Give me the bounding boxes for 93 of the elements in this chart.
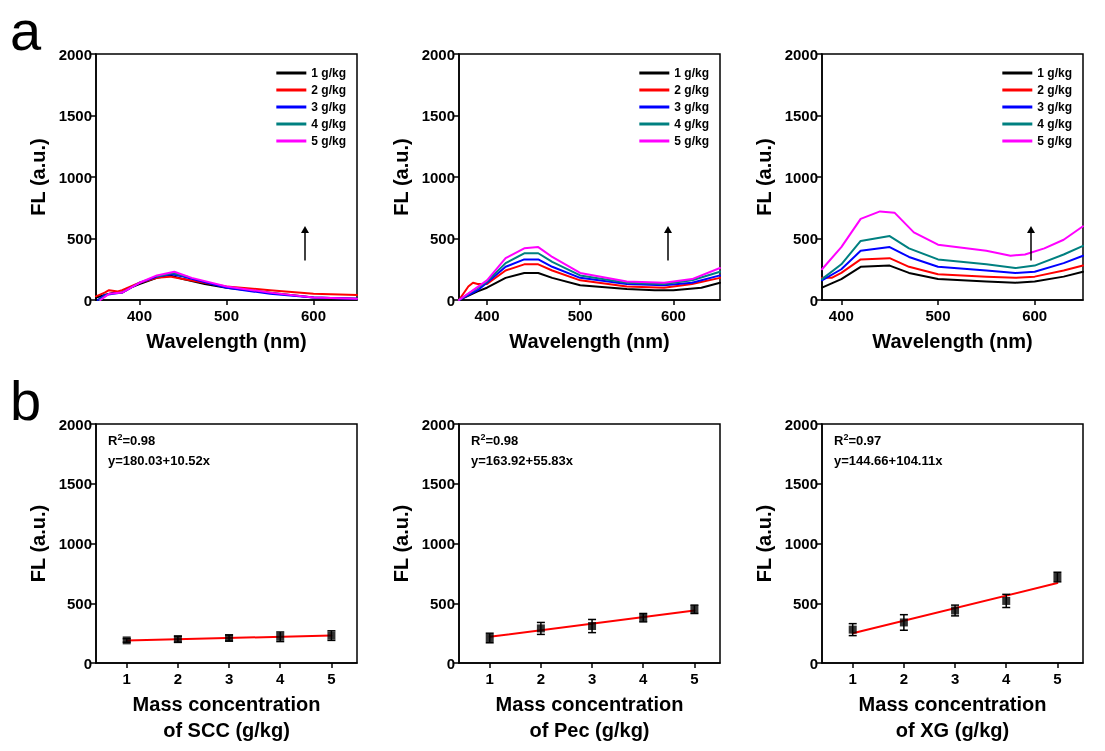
- y-tick-label: 1000: [421, 535, 455, 553]
- x-tick-label: 4: [1002, 670, 1012, 688]
- y-tick-label: 1000: [421, 168, 455, 186]
- point: [1002, 596, 1011, 605]
- x-axis-title: Wavelength (nm): [509, 329, 670, 352]
- x-tick-label: 5: [690, 670, 699, 688]
- x-axis-title: Mass concentration of SCC (g/kg): [132, 693, 321, 741]
- y-tick-label: 2000: [421, 415, 455, 433]
- x-tick-label: 400: [474, 307, 500, 324]
- x-tick-label: 600: [660, 307, 686, 324]
- legend-label: 1 g/kg: [311, 66, 347, 80]
- y-tick-label: 2000: [784, 45, 818, 63]
- y-tick-label: 2000: [58, 45, 92, 63]
- line-series: [821, 210, 1084, 271]
- y-tick-label: 1000: [58, 168, 92, 186]
- legend-label: 4 g/kg: [311, 117, 347, 131]
- y-tick-label: 1500: [784, 475, 818, 493]
- legend-label: 2 g/kg: [1037, 83, 1073, 97]
- y-tick-label: 500: [792, 594, 818, 612]
- x-axis-title: Mass concentration of Pec (g/kg): [495, 693, 684, 741]
- y-tick-label: 0: [446, 291, 455, 309]
- x-tick-label: 1: [122, 670, 131, 688]
- y-tick-label: 1000: [784, 535, 818, 553]
- x-tick-label: 3: [950, 670, 960, 688]
- legend-label: 5 g/kg: [1037, 134, 1073, 148]
- legend-label: 2 g/kg: [311, 83, 347, 97]
- y-tick-label: 500: [429, 230, 455, 247]
- x-tick-label: 1: [848, 670, 857, 688]
- x-axis-title: Mass concentration of XG (g/kg): [858, 693, 1047, 741]
- y-tick-label: 1500: [421, 475, 455, 493]
- x-axis-title: Wavelength (nm): [872, 329, 1033, 352]
- y-tick-label: 500: [792, 230, 818, 247]
- chart-title: b: [10, 368, 42, 432]
- legend-label: 4 g/kg: [674, 117, 710, 131]
- legend-label: 3 g/kg: [311, 100, 347, 114]
- point: [588, 622, 597, 631]
- x-tick-label: 400: [828, 307, 854, 324]
- y-tick-label: 500: [429, 594, 455, 612]
- y-axis-title: FL (a.u.): [752, 138, 775, 216]
- legend-label: 5 g/kg: [311, 134, 347, 148]
- y-tick-label: 2000: [58, 415, 92, 433]
- legend-label: 1 g/kg: [1037, 66, 1073, 80]
- x-tick-label: 4: [639, 670, 649, 688]
- x-tick-label: 3: [224, 670, 234, 688]
- x-tick-label: 3: [587, 670, 597, 688]
- legend-label: 2 g/kg: [674, 83, 710, 97]
- annotation: y=144.66+104.11x: [834, 453, 944, 468]
- x-tick-label: 600: [300, 307, 327, 324]
- x-tick-label: 5: [1053, 670, 1062, 688]
- y-axis-title: FL (a.u.): [26, 138, 49, 216]
- y-tick-label: 0: [809, 654, 818, 672]
- y-tick-label: 0: [446, 654, 455, 672]
- y-axis-title: FL (a.u.): [389, 138, 412, 216]
- y-tick-label: 0: [809, 291, 818, 309]
- y-tick-label: 1000: [58, 535, 92, 553]
- x-tick-label: 600: [1022, 307, 1048, 324]
- x-tick-label: 2: [173, 670, 183, 688]
- line-series: [821, 235, 1084, 281]
- y-tick-label: 1500: [784, 107, 818, 124]
- y-tick-label: 1500: [421, 107, 455, 124]
- legend-label: 1 g/kg: [674, 66, 710, 80]
- point: [899, 618, 908, 627]
- y-axis-title: FL (a.u.): [752, 504, 775, 583]
- x-tick-label: 2: [899, 670, 909, 688]
- y-tick-label: 0: [83, 291, 92, 309]
- y-tick-label: 500: [66, 230, 92, 247]
- line-series: [821, 257, 1084, 279]
- x-tick-label: 1: [485, 670, 494, 688]
- line-series: [821, 246, 1084, 282]
- x-axis-title: Wavelength (nm): [146, 329, 307, 352]
- y-axis-title: FL (a.u.): [26, 504, 49, 583]
- y-tick-label: 500: [66, 594, 92, 612]
- y-tick-label: 1500: [58, 107, 92, 124]
- y-tick-label: 2000: [784, 415, 818, 433]
- x-tick-label: 500: [567, 307, 593, 324]
- legend-label: 3 g/kg: [674, 100, 710, 114]
- y-tick-label: 1000: [784, 168, 818, 186]
- y-tick-label: 0: [83, 654, 92, 672]
- legend-label: 4 g/kg: [1037, 117, 1073, 131]
- y-tick-label: 2000: [421, 45, 455, 63]
- x-tick-label: 2: [536, 670, 546, 688]
- y-axis-title: FL (a.u.): [389, 504, 412, 583]
- x-tick-label: 5: [327, 670, 336, 688]
- legend-label: 3 g/kg: [1037, 100, 1073, 114]
- x-tick-label: 400: [126, 307, 153, 324]
- annotation: y=163.92+55.83x: [471, 453, 574, 468]
- annotation: y=180.03+10.52x: [108, 453, 211, 468]
- x-tick-label: 500: [213, 307, 240, 324]
- x-tick-label: 500: [925, 307, 951, 324]
- x-tick-label: 4: [276, 670, 286, 688]
- legend-label: 5 g/kg: [674, 134, 710, 148]
- y-tick-label: 1500: [58, 475, 92, 493]
- chart-title: a: [10, 0, 42, 62]
